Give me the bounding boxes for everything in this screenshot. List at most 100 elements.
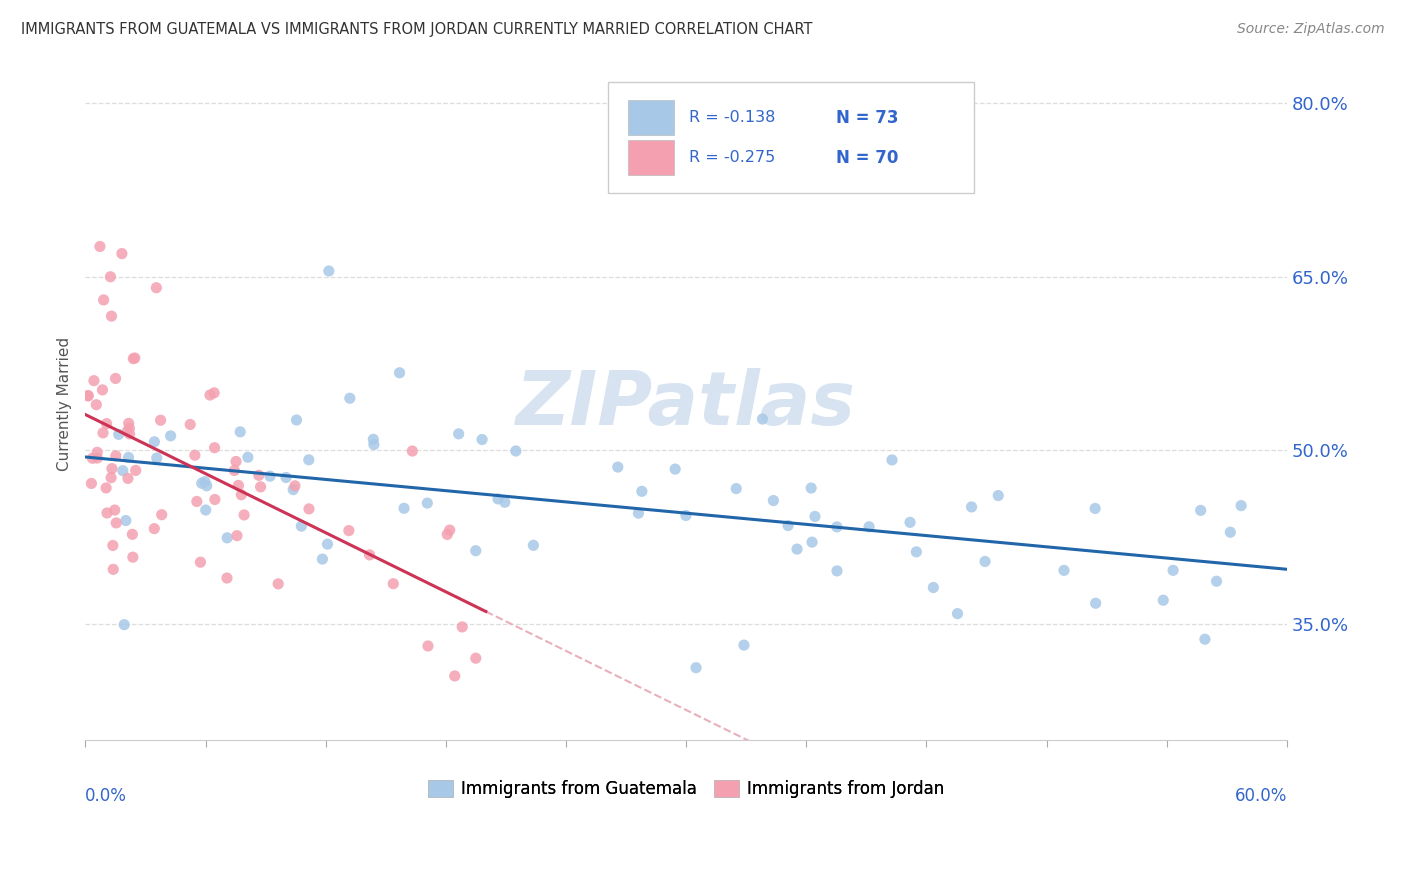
Point bbox=[86, 450, 108, 465]
Point bbox=[298, 502, 321, 516]
Point bbox=[675, 508, 697, 523]
Point bbox=[283, 483, 305, 497]
Point bbox=[146, 450, 169, 465]
Point bbox=[117, 450, 139, 465]
Point bbox=[804, 509, 827, 524]
Point bbox=[318, 264, 340, 278]
Point bbox=[522, 538, 544, 552]
Point bbox=[443, 669, 465, 683]
Point bbox=[226, 529, 249, 543]
Point bbox=[1194, 632, 1216, 647]
Text: ZIPatlas: ZIPatlas bbox=[516, 368, 856, 441]
Point bbox=[229, 425, 252, 439]
Point bbox=[447, 426, 470, 441]
Point bbox=[359, 548, 381, 562]
Point bbox=[1084, 501, 1107, 516]
Point bbox=[664, 462, 686, 476]
Point bbox=[184, 448, 207, 462]
Point bbox=[685, 661, 707, 675]
Point bbox=[725, 482, 748, 496]
Point bbox=[143, 522, 166, 536]
Point bbox=[505, 444, 527, 458]
Point bbox=[436, 527, 458, 541]
Point bbox=[236, 450, 259, 465]
Point bbox=[1084, 596, 1107, 610]
Point bbox=[494, 495, 516, 509]
Point bbox=[801, 535, 824, 549]
Point bbox=[224, 463, 246, 477]
Text: IMMIGRANTS FROM GUATEMALA VS IMMIGRANTS FROM JORDAN CURRENTLY MARRIED CORRELATIO: IMMIGRANTS FROM GUATEMALA VS IMMIGRANTS … bbox=[21, 22, 813, 37]
Point bbox=[80, 476, 103, 491]
Point bbox=[82, 451, 104, 466]
Point bbox=[159, 429, 181, 443]
Point bbox=[946, 607, 969, 621]
Point bbox=[311, 552, 333, 566]
Point bbox=[93, 293, 115, 307]
Point bbox=[190, 476, 212, 491]
Point bbox=[416, 496, 439, 510]
Point bbox=[247, 468, 270, 483]
Point bbox=[118, 421, 141, 435]
Point bbox=[974, 554, 997, 568]
Point bbox=[388, 366, 411, 380]
Point bbox=[1189, 503, 1212, 517]
Point bbox=[316, 537, 339, 551]
Y-axis label: Currently Married: Currently Married bbox=[58, 337, 72, 471]
Point bbox=[124, 463, 146, 477]
Point bbox=[104, 503, 127, 517]
Point bbox=[215, 571, 238, 585]
Text: N = 70: N = 70 bbox=[837, 149, 898, 167]
Point bbox=[825, 520, 848, 534]
Point bbox=[190, 555, 212, 569]
Point bbox=[337, 524, 360, 538]
Point bbox=[94, 481, 117, 495]
Point bbox=[121, 527, 143, 541]
Point bbox=[96, 506, 118, 520]
Point bbox=[105, 516, 128, 530]
Point bbox=[121, 550, 143, 565]
Point bbox=[86, 398, 108, 412]
Point bbox=[401, 444, 423, 458]
Point bbox=[416, 639, 439, 653]
Point bbox=[778, 518, 800, 533]
Point bbox=[117, 471, 139, 485]
Text: 60.0%: 60.0% bbox=[1234, 787, 1286, 805]
Point bbox=[186, 494, 208, 508]
Point bbox=[115, 425, 138, 439]
Point bbox=[1053, 563, 1076, 577]
Point bbox=[100, 471, 122, 485]
Point bbox=[898, 516, 921, 530]
Point bbox=[298, 452, 321, 467]
Point bbox=[259, 469, 281, 483]
FancyBboxPatch shape bbox=[628, 140, 673, 175]
Text: R = -0.275: R = -0.275 bbox=[689, 150, 775, 165]
Point bbox=[77, 389, 100, 403]
Legend: Immigrants from Guatemala, Immigrants from Jordan: Immigrants from Guatemala, Immigrants fr… bbox=[422, 773, 950, 805]
Point bbox=[91, 383, 114, 397]
Point bbox=[204, 441, 226, 455]
Point bbox=[228, 478, 250, 492]
Point bbox=[285, 413, 308, 427]
Point bbox=[101, 461, 124, 475]
Point bbox=[233, 508, 256, 522]
Point bbox=[122, 351, 145, 366]
Point bbox=[363, 433, 385, 447]
Point bbox=[382, 576, 405, 591]
Point bbox=[800, 481, 823, 495]
Point bbox=[104, 371, 127, 385]
Point bbox=[825, 564, 848, 578]
Point bbox=[118, 426, 141, 441]
Point bbox=[103, 562, 125, 576]
Point bbox=[627, 506, 650, 520]
Point bbox=[217, 531, 239, 545]
Point bbox=[112, 617, 135, 632]
Point bbox=[464, 543, 486, 558]
Point bbox=[198, 388, 221, 402]
Point bbox=[274, 470, 297, 484]
Point bbox=[179, 417, 201, 432]
Point bbox=[922, 581, 945, 595]
FancyBboxPatch shape bbox=[607, 82, 974, 193]
Point bbox=[118, 417, 141, 431]
Point bbox=[267, 577, 290, 591]
Point bbox=[987, 489, 1010, 503]
